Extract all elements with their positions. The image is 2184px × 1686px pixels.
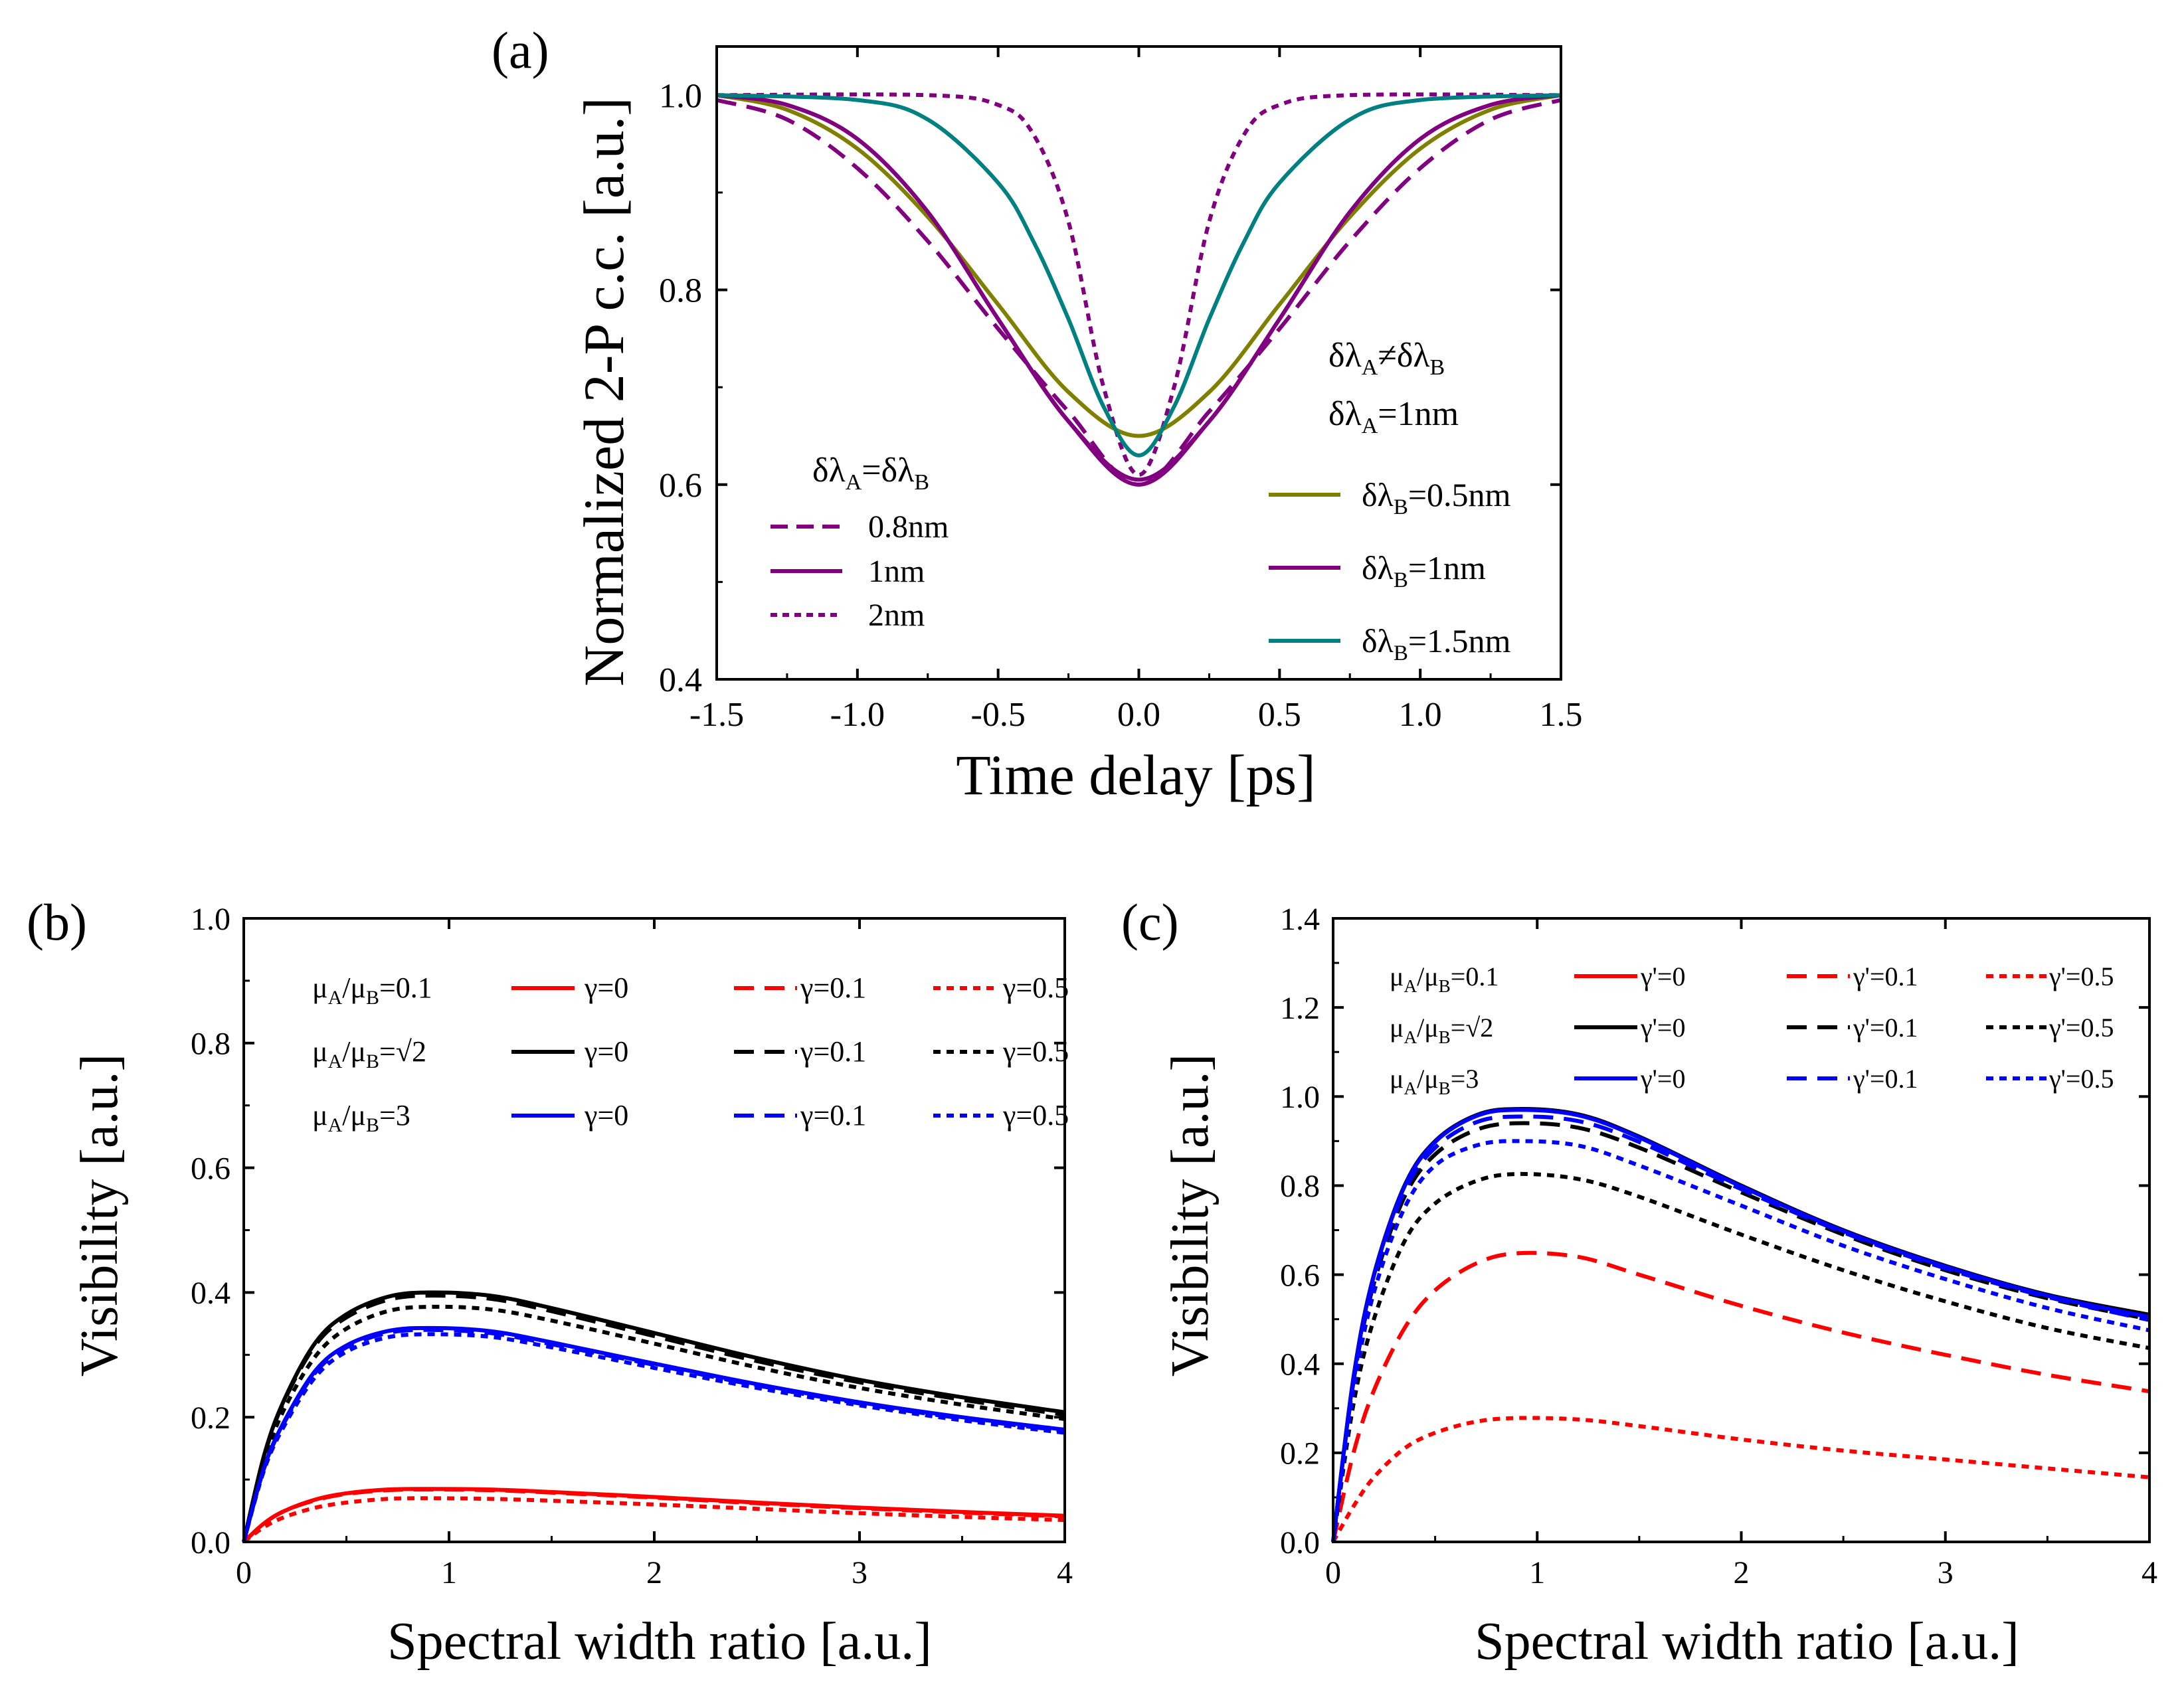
legend-row-label: μA/μB=0.1 bbox=[312, 971, 432, 1009]
y-tick-label: 0.2 bbox=[191, 1400, 230, 1436]
x-tick-label: 0.5 bbox=[1258, 696, 1301, 734]
panel-a: (a) Normalized 2-P c.c. [a.u.] Time dela… bbox=[492, 21, 1583, 807]
x-tick-label: -1.0 bbox=[830, 696, 885, 734]
panel-a-ylabel: Normalized 2-P c.c. [a.u.] bbox=[572, 97, 636, 687]
legend-a-right-title-1: δλA≠δλB bbox=[1328, 337, 1445, 380]
legend-a-label-1nm: 1nm bbox=[868, 554, 925, 589]
legend-entry-label: γ=0 bbox=[584, 1035, 628, 1068]
series-line bbox=[1331, 1250, 2150, 1543]
x-tick-label: 0.0 bbox=[1117, 696, 1160, 734]
series-line bbox=[716, 93, 1562, 482]
legend-entry-label: γ'=0 bbox=[1640, 962, 1685, 991]
series-line bbox=[1331, 1171, 2150, 1543]
legend-entry-label: γ=0.1 bbox=[800, 1099, 866, 1132]
legend-row-label: μA/μB=√2 bbox=[1390, 1013, 1493, 1047]
legend-entry-label: γ'=0 bbox=[1640, 1064, 1685, 1094]
x-tick-label: 1.5 bbox=[1540, 696, 1583, 734]
y-tick-label: 0.4 bbox=[191, 1276, 230, 1311]
panel-b: (b) Visibility [a.u.] Spectral width rat… bbox=[27, 893, 1073, 1671]
x-tick-label: 1 bbox=[1529, 1555, 1545, 1590]
y-tick-label: 1.2 bbox=[1280, 991, 1320, 1026]
series-line bbox=[716, 93, 1562, 438]
y-tick-label: 0.0 bbox=[191, 1525, 230, 1560]
series-line bbox=[1331, 1416, 2150, 1543]
legend-a-right-title-2: δλA=1nm bbox=[1328, 395, 1459, 438]
legend-row-label: μA/μB=3 bbox=[1390, 1064, 1479, 1098]
y-tick-label: 1.0 bbox=[1280, 1080, 1320, 1115]
x-tick-label: 1.0 bbox=[1399, 696, 1442, 734]
series-line bbox=[1331, 1114, 2150, 1543]
y-tick-label: 0.4 bbox=[659, 661, 702, 699]
legend-entry-label: γ=0.5 bbox=[1002, 1099, 1069, 1132]
series-line bbox=[242, 1294, 1065, 1543]
legend-a-label-b05: δλB=0.5nm bbox=[1362, 476, 1511, 519]
legend-entry-label: γ=0.1 bbox=[800, 971, 866, 1004]
panel-b-xlabel: Spectral width ratio [a.u.] bbox=[387, 1612, 932, 1671]
panel-c: (c) Visibility [a.u.] Spectral width rat… bbox=[1121, 893, 2157, 1671]
y-tick-label: 1.4 bbox=[1280, 902, 1320, 937]
legend-a-left-title: δλA=δλB bbox=[812, 452, 929, 495]
x-tick-label: 2 bbox=[646, 1555, 662, 1590]
x-tick-label: 4 bbox=[2141, 1555, 2157, 1590]
series-line bbox=[242, 1325, 1065, 1543]
legend-row-label: μA/μB=0.1 bbox=[1390, 962, 1499, 996]
panel-c-label: (c) bbox=[1121, 893, 1179, 951]
x-tick-label: 0 bbox=[1325, 1555, 1341, 1590]
series-line bbox=[242, 1487, 1065, 1544]
legend-entry-label: γ=0.5 bbox=[1002, 971, 1069, 1004]
legend-a-label-2nm: 2nm bbox=[868, 598, 925, 633]
series-line bbox=[716, 92, 1562, 477]
x-tick-label: 4 bbox=[1057, 1555, 1073, 1590]
x-tick-label: -1.5 bbox=[689, 696, 744, 734]
legend-entry-label: γ=0.1 bbox=[800, 1035, 866, 1068]
legend-a-label-b1: δλB=1nm bbox=[1362, 549, 1486, 592]
y-tick-label: 0.6 bbox=[659, 467, 702, 505]
x-tick-label: 3 bbox=[1938, 1555, 1954, 1590]
legend-row-label: μA/μB=√2 bbox=[312, 1035, 426, 1072]
panel-c-xlabel: Spectral width ratio [a.u.] bbox=[1475, 1612, 2019, 1671]
y-tick-label: 0.4 bbox=[1280, 1347, 1320, 1383]
y-tick-label: 0.0 bbox=[1280, 1525, 1320, 1560]
panel-a-frame bbox=[715, 45, 1562, 681]
legend-row-label: μA/μB=3 bbox=[312, 1099, 410, 1136]
y-tick-label: 0.2 bbox=[1280, 1436, 1320, 1472]
y-tick-label: 0.8 bbox=[659, 272, 702, 310]
series-line bbox=[242, 1332, 1065, 1543]
panel-b-ylabel: Visibility [a.u.] bbox=[70, 1054, 129, 1377]
legend-entry-label: γ=0 bbox=[584, 971, 628, 1004]
x-tick-label: 2 bbox=[1734, 1555, 1750, 1590]
y-tick-label: 0.8 bbox=[1280, 1169, 1320, 1204]
series-line bbox=[716, 93, 1562, 458]
x-tick-label: 3 bbox=[852, 1555, 867, 1590]
y-tick-label: 1.0 bbox=[191, 902, 230, 937]
legend-entry-label: γ'=0.1 bbox=[1853, 1013, 1918, 1043]
panel-a-label: (a) bbox=[492, 21, 549, 79]
legend-entry-label: γ'=0.5 bbox=[2048, 1064, 2114, 1094]
series-line bbox=[242, 1304, 1065, 1543]
panel-c-ylabel: Visibility [a.u.] bbox=[1161, 1054, 1220, 1377]
y-tick-label: 0.6 bbox=[1280, 1258, 1320, 1293]
panel-c-frame bbox=[1332, 917, 2151, 1543]
series-line bbox=[242, 1496, 1065, 1544]
legend-a-label-b15: δλB=1.5nm bbox=[1362, 622, 1511, 665]
y-tick-label: 1.0 bbox=[659, 78, 702, 116]
legend-a-label-08nm: 0.8nm bbox=[868, 509, 949, 545]
x-tick-label: 0 bbox=[236, 1555, 252, 1590]
legend-entry-label: γ'=0.5 bbox=[2048, 962, 2114, 991]
legend-entry-label: γ'=0.1 bbox=[1853, 1064, 1918, 1094]
panel-a-xlabel: Time delay [ps] bbox=[956, 743, 1315, 807]
legend-entry-label: γ'=0.1 bbox=[1853, 962, 1918, 991]
x-tick-label: -0.5 bbox=[971, 696, 1026, 734]
series-line bbox=[1331, 1139, 2150, 1543]
y-tick-label: 0.8 bbox=[191, 1027, 230, 1062]
y-tick-label: 0.6 bbox=[191, 1151, 230, 1186]
panel-b-label: (b) bbox=[27, 893, 87, 951]
legend-entry-label: γ=0 bbox=[584, 1099, 628, 1132]
panel-b-frame bbox=[242, 917, 1066, 1543]
legend-entry-label: γ'=0 bbox=[1640, 1013, 1685, 1043]
x-tick-label: 1 bbox=[441, 1555, 457, 1590]
legend-entry-label: γ'=0.5 bbox=[2048, 1013, 2114, 1043]
legend-entry-label: γ=0.5 bbox=[1002, 1035, 1069, 1068]
